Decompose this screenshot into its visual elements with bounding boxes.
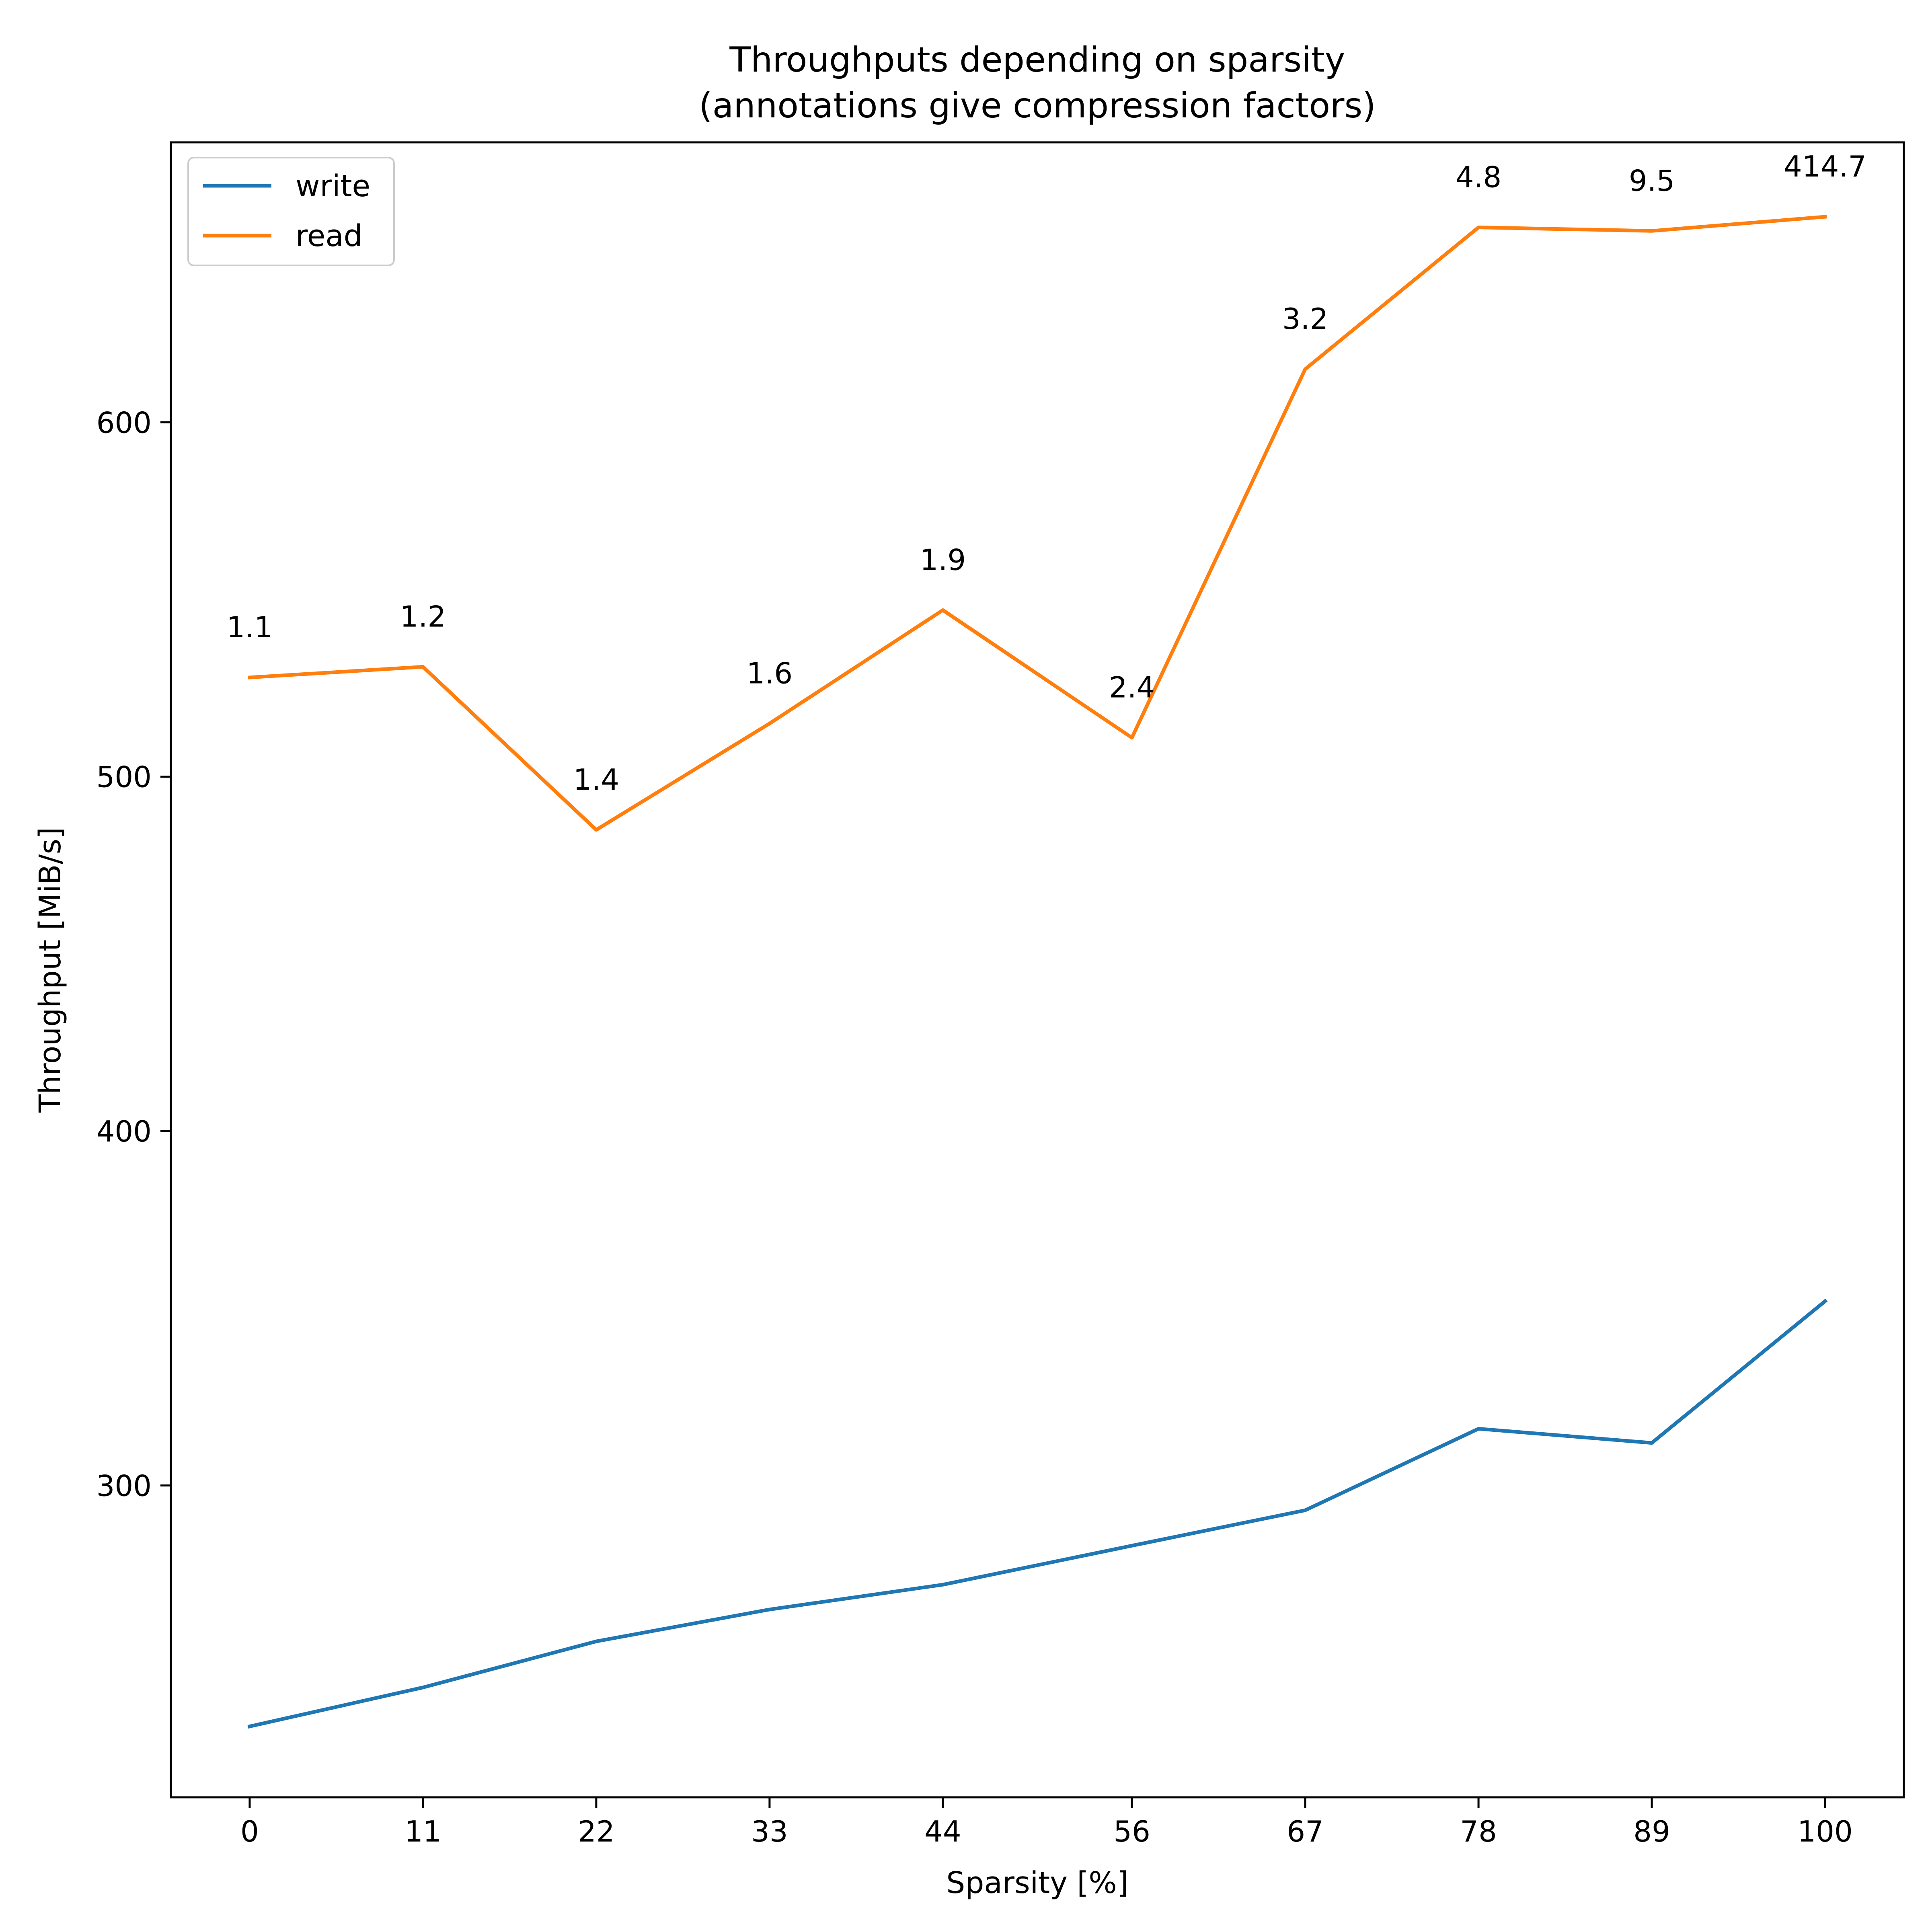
- chart-title-line-2: (annotations give compression factors): [699, 86, 1376, 126]
- annotation-layer: 1.1 1.2 1.4 1.6 1.9 2.4 3.2 4.8 9.5 414.7: [227, 150, 1867, 797]
- x-tick-label: 56: [1113, 1815, 1150, 1848]
- legend-label-read: read: [296, 219, 363, 253]
- y-tick-label: 500: [96, 760, 152, 794]
- series-line-read: [248, 215, 1827, 832]
- x-tick-label: 44: [924, 1815, 961, 1848]
- compression-annotation: 4.8: [1456, 160, 1502, 194]
- x-axis-ticks: 0 11 22 33 44 56 67 78 89 100: [240, 1797, 1853, 1848]
- compression-annotation: 1.4: [573, 763, 620, 797]
- x-tick-label: 33: [751, 1815, 788, 1848]
- compression-annotation: 2.4: [1109, 671, 1155, 704]
- compression-annotation: 1.2: [400, 600, 446, 633]
- y-tick-label: 300: [96, 1469, 152, 1503]
- y-tick-label: 600: [96, 406, 152, 439]
- x-tick-label: 11: [404, 1815, 441, 1848]
- x-tick-label: 67: [1287, 1815, 1324, 1848]
- x-tick-label: 22: [578, 1815, 615, 1848]
- series-layer: [247, 215, 1828, 1729]
- compression-annotation: 414.7: [1784, 150, 1866, 183]
- compression-annotation: 1.9: [920, 543, 966, 577]
- x-tick-label: 78: [1460, 1815, 1497, 1848]
- x-tick-label: 89: [1633, 1815, 1670, 1848]
- y-tick-label: 400: [96, 1115, 152, 1148]
- y-axis-label: Throughput [MiB/s]: [33, 827, 68, 1113]
- x-tick-label: 0: [240, 1815, 259, 1848]
- x-axis-label: Sparsity [%]: [946, 1866, 1128, 1900]
- plot-area-frame: [170, 141, 1905, 1799]
- series-line-write: [247, 1298, 1828, 1729]
- legend-label-write: write: [296, 169, 370, 203]
- x-tick-label: 100: [1797, 1815, 1852, 1848]
- compression-annotation: 9.5: [1629, 164, 1675, 197]
- legend: write read: [187, 157, 395, 266]
- compression-annotation: 1.1: [227, 610, 273, 644]
- y-axis-ticks: 300 400 500 600: [96, 406, 171, 1503]
- compression-annotation: 3.2: [1282, 302, 1328, 336]
- compression-annotation: 1.6: [747, 656, 793, 690]
- chart-title-line-1: Throughputs depending on sparsity: [729, 40, 1345, 80]
